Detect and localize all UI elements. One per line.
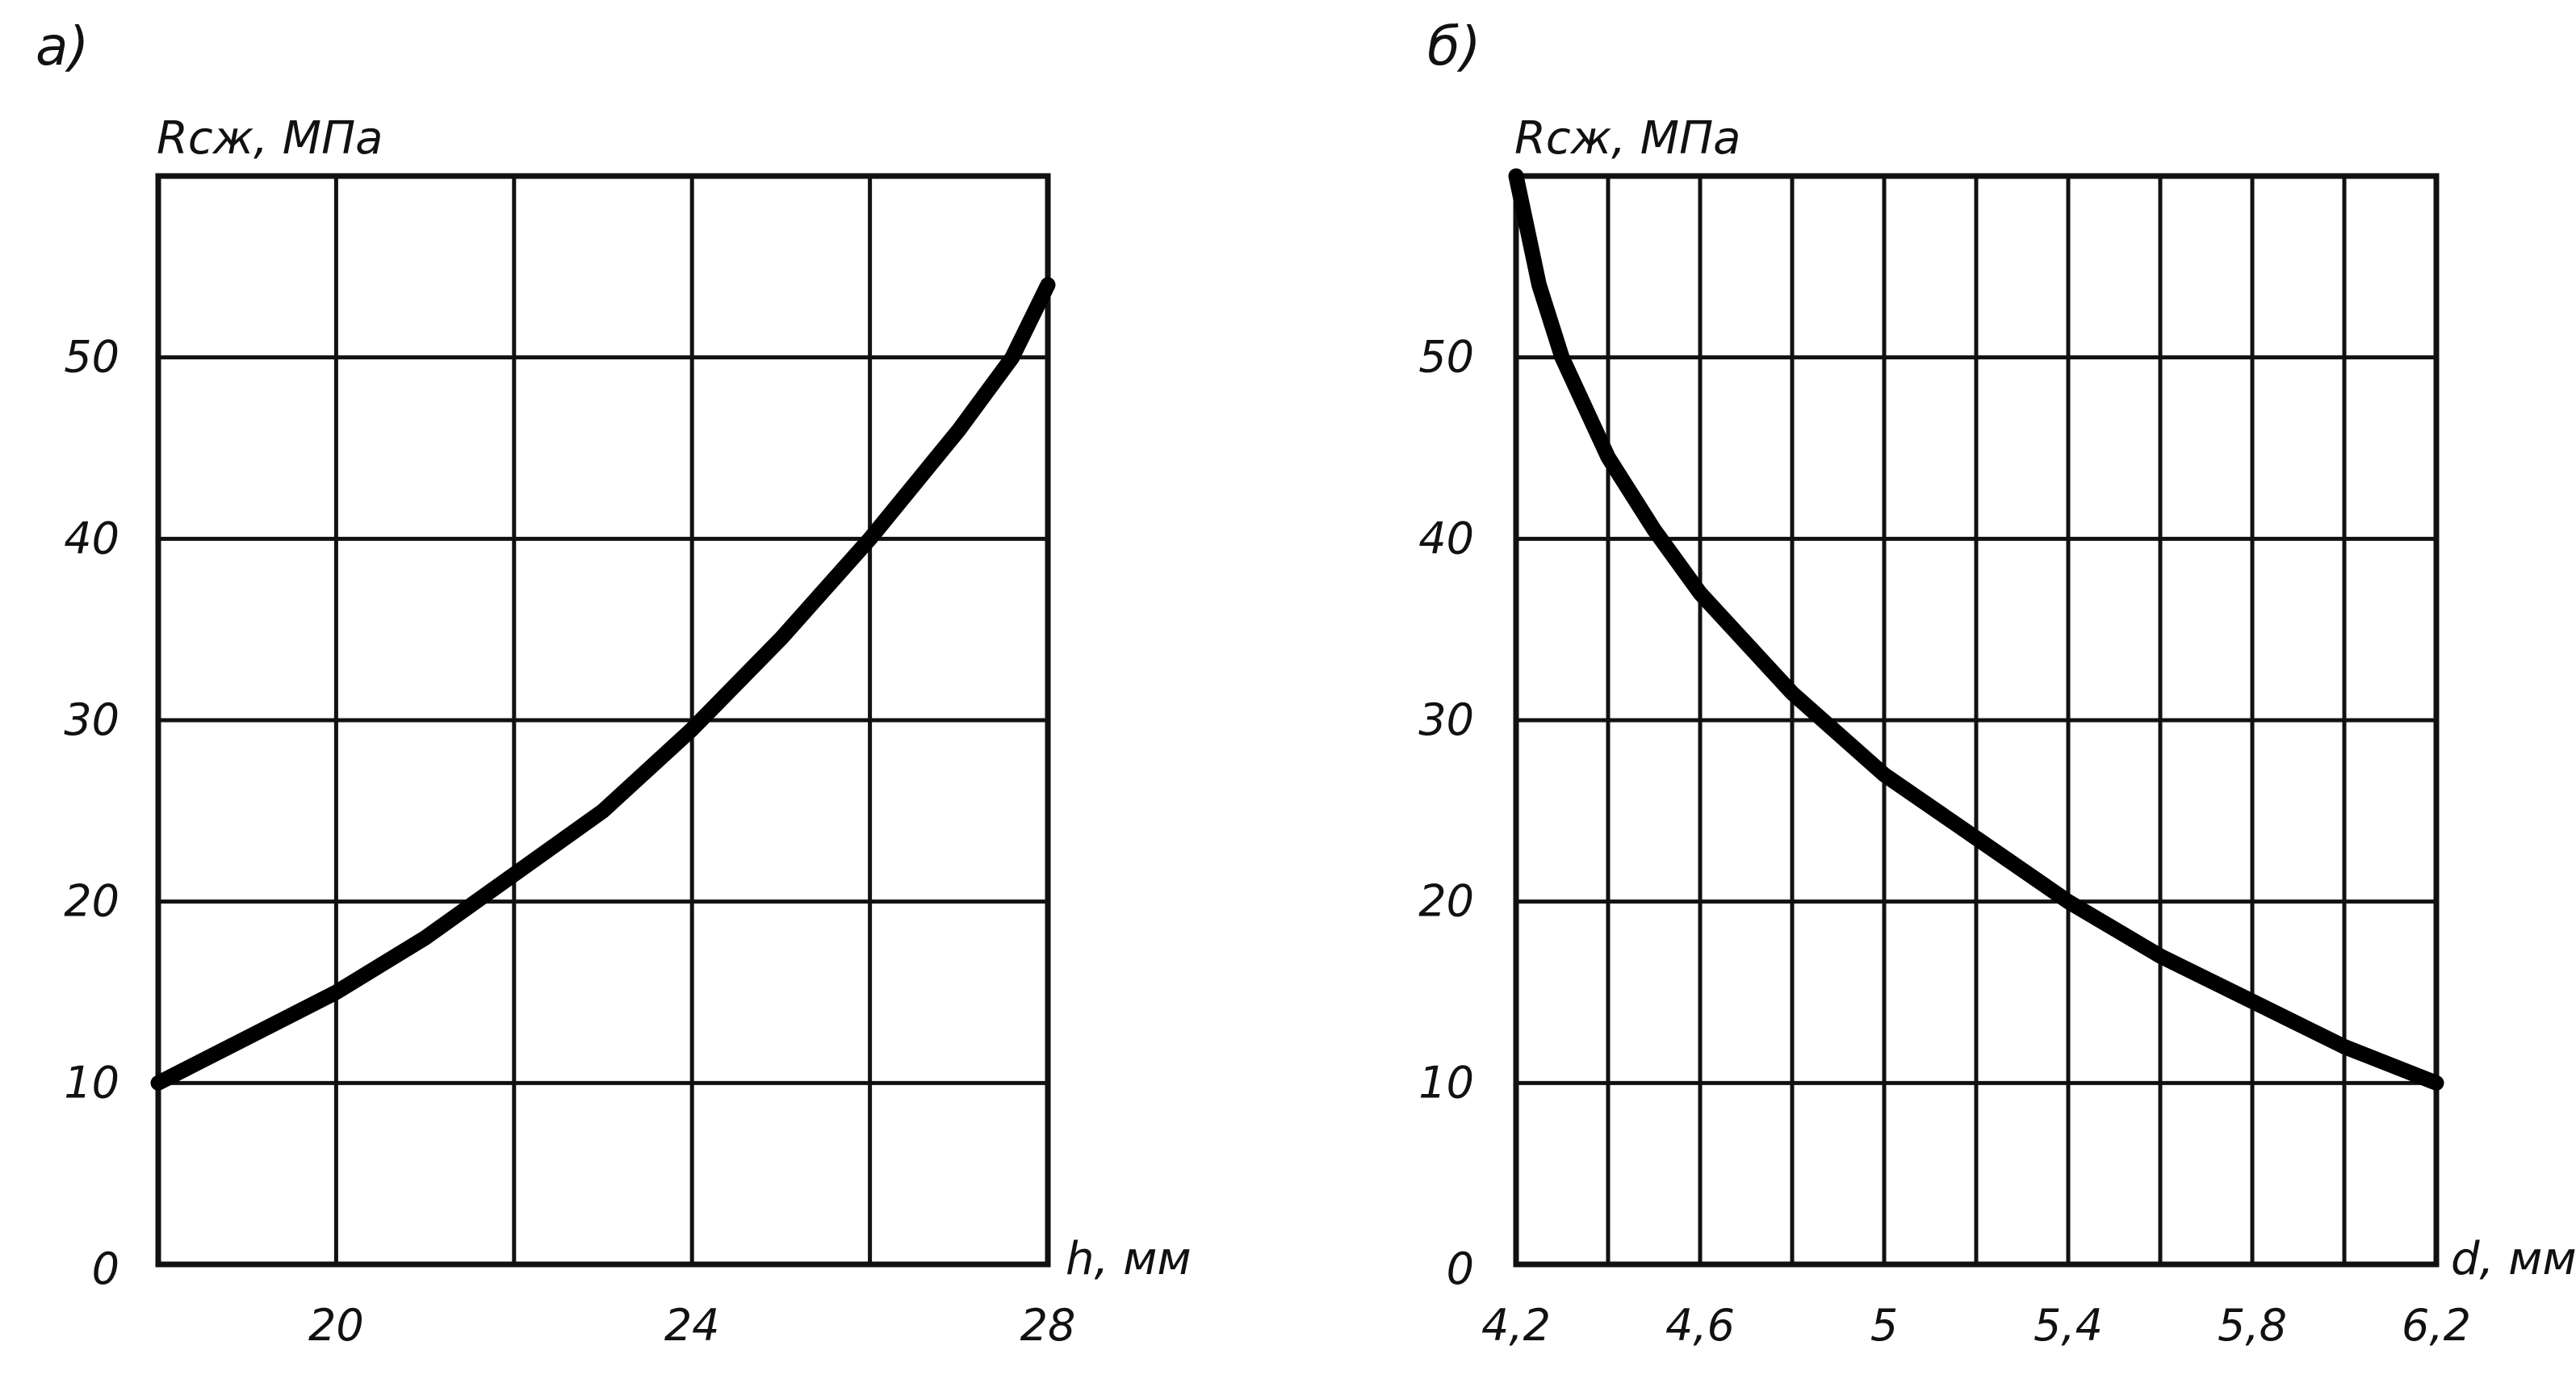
x-tick-label: 24 [664, 1300, 720, 1351]
panel-label: б) [1427, 15, 1481, 78]
x-tick-label: 5 [1870, 1300, 1898, 1351]
x-tick-label: 4,2 [1481, 1300, 1551, 1351]
y-tick-label: 40 [64, 513, 119, 564]
x-tick-label: 5,4 [2034, 1300, 2103, 1351]
y-tick-label: 20 [64, 876, 119, 927]
y-tick-label: 40 [1418, 513, 1474, 564]
series-line [1508, 168, 2444, 1091]
y-tick-label: 50 [1418, 332, 1474, 383]
y-tick-label: 20 [1418, 876, 1474, 927]
y-tick-label: 10 [1418, 1057, 1474, 1108]
y-tick-label: 10 [64, 1057, 119, 1108]
series-line [150, 277, 1056, 1091]
plot-frame [155, 173, 1051, 1268]
x-tick-label: 4,6 [1665, 1300, 1735, 1351]
y-tick-label: 30 [1418, 694, 1474, 745]
x-tick-label: 6,2 [2402, 1300, 2471, 1351]
plot-frame [1513, 173, 2440, 1268]
y-tick-label: 0 [1447, 1243, 1474, 1294]
chart-panel-a: а) Rсж, МПа h, мм 0 10 20 30 40 50 20 24 28 [36, 15, 1192, 1351]
y-tick-label: 50 [64, 332, 119, 383]
y-tick-label: 0 [92, 1243, 119, 1294]
panel-label: а) [36, 15, 89, 78]
x-axis-title: h, мм [1066, 1233, 1192, 1285]
x-axis-title: d, мм [2451, 1233, 2576, 1285]
x-tick-label: 20 [308, 1300, 364, 1351]
y-axis-title: Rсж, МПа [157, 112, 383, 165]
y-tick-label: 30 [64, 694, 119, 745]
chart-panel-b: б) Rсж, МПа d, мм 0 10 20 30 40 50 4,2 4,6 5 5,4 5,8 6… [1418, 15, 2576, 1351]
y-axis-title: Rсж, МПа [1514, 112, 1741, 165]
x-tick-label: 28 [1020, 1300, 1076, 1351]
x-tick-label: 5,8 [2218, 1300, 2287, 1351]
